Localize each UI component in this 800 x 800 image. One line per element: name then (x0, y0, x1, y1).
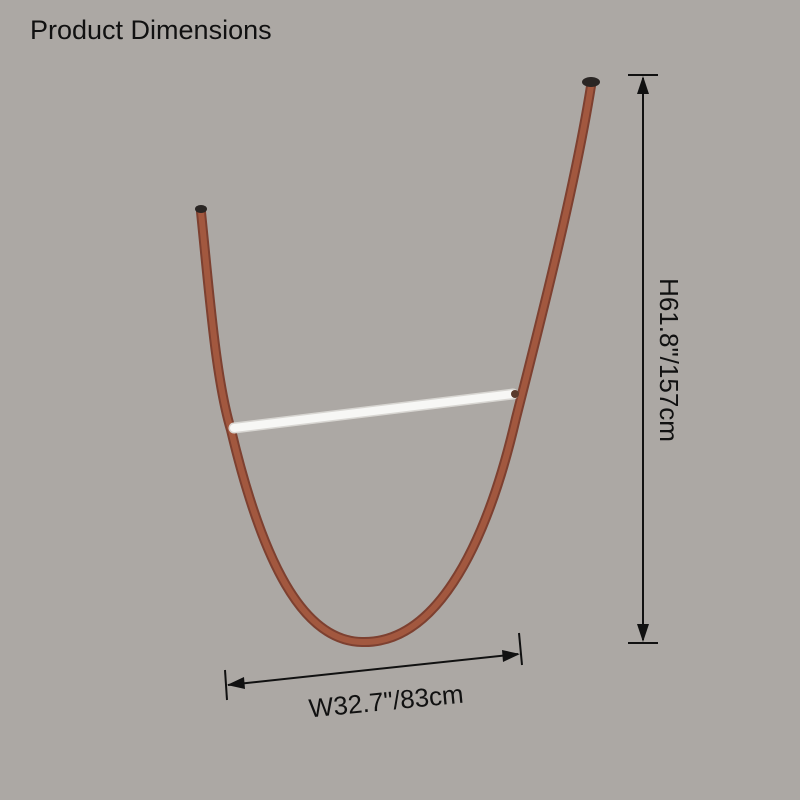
arrow-head (637, 76, 649, 94)
light-bar (230, 390, 517, 432)
width-dimension (224, 632, 523, 701)
arrow-head (227, 677, 245, 689)
arrow-head (637, 624, 649, 642)
ceiling-mount (582, 77, 600, 87)
height-label: H61.8"/157cm (654, 278, 684, 442)
bar-joint (511, 390, 519, 398)
height-dimension (628, 74, 658, 644)
strap (198, 83, 594, 646)
ceiling-mount (195, 205, 207, 213)
dimension-tick (518, 632, 523, 666)
arrow-head (502, 650, 520, 662)
dimension-line (227, 653, 519, 686)
dimension-tick (224, 669, 228, 701)
title: Product Dimensions (30, 15, 272, 45)
